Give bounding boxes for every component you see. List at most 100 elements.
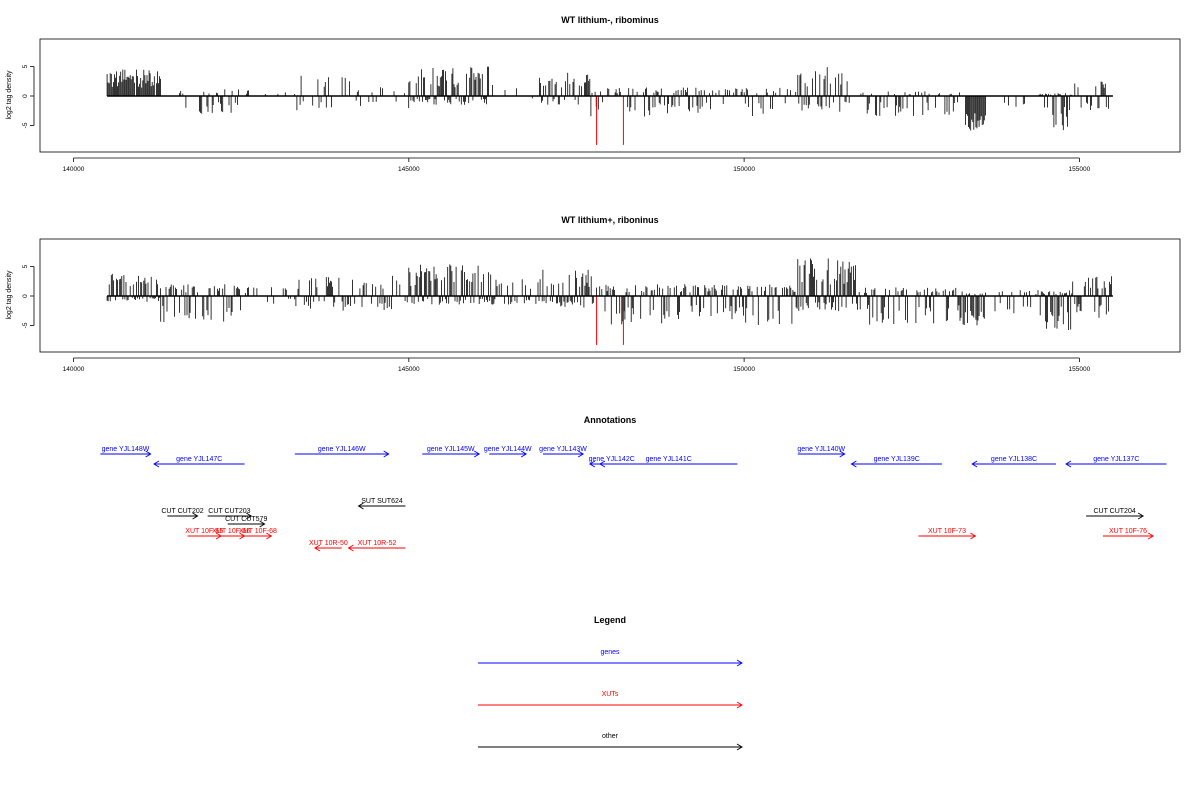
annotation-label: XUT 10F-68 <box>239 528 277 535</box>
panel-1-x-axis: 140000 145000 150000 155000 <box>63 157 1091 173</box>
annotation-feature: gene YJL138C <box>971 456 1056 468</box>
annotation-label: XUT 10F-73 <box>928 528 966 535</box>
annotation-feature: gene YJL144W <box>484 446 532 458</box>
annotation-feature: CUT CUT204 <box>1086 508 1144 520</box>
annotation-label: gene YJL137C <box>1093 456 1139 463</box>
annotation-label: CUT CUT579 <box>225 516 267 523</box>
x-tick-label: 155000 <box>1069 166 1091 173</box>
x-tick-label: 150000 <box>733 166 755 173</box>
panel-1-highlights <box>596 96 624 145</box>
legend-entries: genes XUTs other <box>478 649 743 751</box>
annotation-label: gene YJL141C <box>646 456 692 463</box>
annotation-feature: gene YJL137C <box>1065 456 1167 468</box>
annotation-feature: gene YJL140W <box>797 446 846 458</box>
annotation-arrow <box>227 520 266 528</box>
annotation-feature: gene YJL142C <box>589 456 635 468</box>
annotation-feature: gene YJL143W <box>539 446 587 458</box>
annotation-feature: XUT 10F-76 <box>1102 528 1155 540</box>
panel-2-ylabel: log2 tag density <box>6 270 13 320</box>
annotation-label: XUT 10F-66 <box>212 528 250 535</box>
annotation-arrow <box>244 532 273 540</box>
panel-1-frame <box>39 38 1181 153</box>
y-tick-label: -5 <box>22 122 29 128</box>
panel-1-y-axis: -5 0 5 <box>22 64 35 128</box>
y-tick-label: -5 <box>22 322 29 328</box>
legend-entry: genes <box>478 649 743 667</box>
annotation-feature: XUT 10F-68 <box>239 528 277 540</box>
annotation-label: gene YJL140W <box>797 446 845 453</box>
annotation-arrow <box>207 512 253 520</box>
annotation-arrow <box>599 460 738 468</box>
x-tick-label: 140000 <box>63 166 85 173</box>
annotation-label: gene YJL148W <box>102 446 150 453</box>
panel-2-highlights <box>596 296 624 345</box>
annotation-feature: SUT SUT624 <box>357 498 406 510</box>
panel-2-title: WT lithium+, riboninus <box>561 215 658 225</box>
annotation-feature: CUT CUT202 <box>161 508 204 520</box>
legend-label: other <box>602 733 619 740</box>
annotation-arrow <box>542 450 585 458</box>
annotation-label: gene YJL145W <box>427 446 475 453</box>
panel-2-frame <box>39 238 1181 353</box>
legend-entry: XUTs <box>478 691 743 709</box>
annotation-label: gene YJL144W <box>484 446 532 453</box>
y-tick-label: 5 <box>22 64 29 68</box>
annotation-arrow <box>1086 512 1144 520</box>
signal-panel-1: WT lithium-, ribominus 140000 145000 15000… <box>6 15 1181 173</box>
annotation-feature: XUT 10R-50 <box>309 540 348 552</box>
annotation-feature: gene YJL141C <box>599 456 738 468</box>
annotation-label: SUT SUT624 <box>361 498 403 505</box>
annotation-label: gene YJL138C <box>991 456 1037 463</box>
annotation-feature: CUT CUT579 <box>225 516 267 528</box>
annotations-title: Annotations <box>584 415 637 425</box>
annotation-label: XUT 10F-65 <box>185 528 223 535</box>
annotation-arrow <box>797 450 846 458</box>
annotation-arrow <box>971 460 1056 468</box>
annotation-label: CUT CUT204 <box>1093 508 1135 515</box>
legend-arrow <box>478 659 743 667</box>
annotation-label: gene YJL146W <box>318 446 366 453</box>
x-tick-label: 140000 <box>63 366 85 373</box>
panel-1-ylabel: log2 tag density <box>6 70 13 120</box>
annotation-label: gene YJL142C <box>589 456 635 463</box>
annotation-arrow <box>422 450 481 458</box>
x-tick-label: 150000 <box>733 366 755 373</box>
annotation-feature: gene YJL147C <box>153 456 245 468</box>
annotation-feature: CUT CUT203 <box>207 508 253 520</box>
annotation-arrow <box>100 450 152 458</box>
annotation-arrow <box>1065 460 1167 468</box>
x-tick-label: 155000 <box>1069 366 1091 373</box>
legend-label: XUTs <box>602 691 619 698</box>
y-tick-label: 0 <box>22 94 29 98</box>
y-tick-label: 0 <box>22 294 29 298</box>
annotation-arrow <box>918 532 977 540</box>
annotations-panel: Annotations gene YJL148W gene YJL147C gene… <box>100 415 1167 552</box>
annotation-feature: gene YJL145W <box>422 446 481 458</box>
annotation-label: gene YJL147C <box>176 456 222 463</box>
annotation-feature: XUT 10F-73 <box>918 528 977 540</box>
annotation-arrow <box>347 544 406 552</box>
legend-panel: Legend genes XUTs other <box>478 615 743 751</box>
annotation-feature: gene YJL139C <box>850 456 942 468</box>
legend-arrow <box>478 743 743 751</box>
y-tick-label: 5 <box>22 264 29 268</box>
annotation-label: CUT CUT202 <box>161 508 203 515</box>
annotation-arrow <box>314 544 342 552</box>
annotation-arrow <box>153 460 245 468</box>
panel-1-bars <box>106 66 1109 131</box>
annotation-arrow <box>357 502 406 510</box>
x-tick-label: 145000 <box>398 166 420 173</box>
panel-1-title: WT lithium-, ribominus <box>561 15 659 25</box>
x-tick-label: 145000 <box>398 366 420 373</box>
annotation-feature: XUT 10R-52 <box>347 540 406 552</box>
legend-label: genes <box>600 649 620 656</box>
panel-2-bars <box>106 258 1112 330</box>
annotation-label: gene YJL143W <box>539 446 587 453</box>
signal-panel-2: WT lithium+, riboninus 140000 145000 15000… <box>6 215 1181 373</box>
annotation-label: XUT 10R-50 <box>309 540 348 547</box>
annotation-feature: gene YJL148W <box>100 446 152 458</box>
panel-2-y-axis: -5 0 5 <box>22 264 35 328</box>
panel-2-x-axis: 140000 145000 150000 155000 <box>63 357 1091 373</box>
annotation-label: XUT 10F-76 <box>1109 528 1147 535</box>
